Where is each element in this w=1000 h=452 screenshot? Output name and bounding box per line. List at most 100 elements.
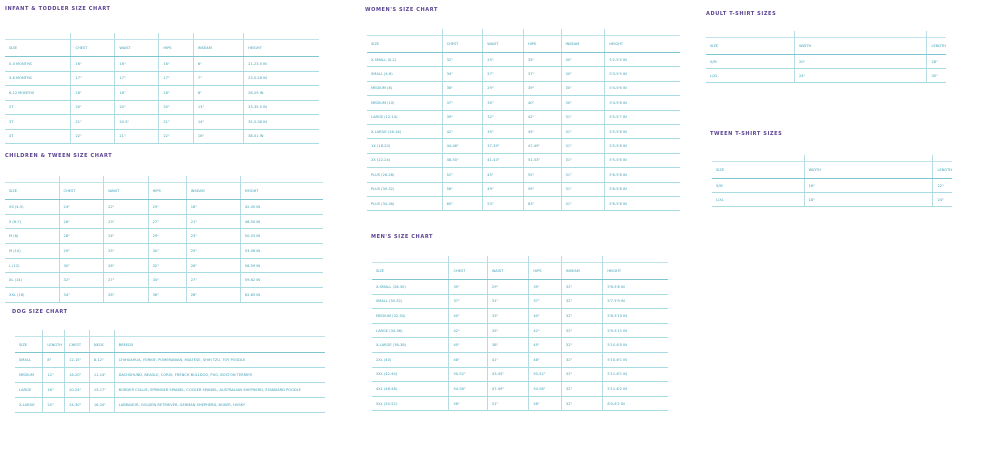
table-row: XXL (16) 34" 28" 36" 28" 62-65 IN — [5, 287, 323, 303]
size-cell: 4XL (46-48) — [372, 381, 449, 397]
measurement-cell: 11-14" — [88, 367, 115, 383]
measurement-cell: 26-29 IN — [243, 85, 319, 101]
table-row: LARGE (12-14) 39" 32" 42" 31" 5'5-5'7 IN — [367, 110, 680, 125]
size-cell: XL (14) — [5, 272, 60, 289]
children-size-table: SIZE CHEST WAIST HIPS INSEAM HEIGHT XS (4-5) 24… — [5, 176, 323, 303]
measurement-cell: 25" — [103, 243, 149, 259]
measurement-cell: 42" — [448, 323, 488, 339]
table-row: 3T 21" 20.5" 21" 14" 35.5-38 IN — [5, 114, 319, 130]
size-cell: PLUS (26-28) — [367, 167, 443, 183]
measurement-cell: 16" — [192, 129, 244, 144]
measurement-cell: 24" — [932, 192, 952, 207]
column-header: LENGTH — [932, 161, 952, 179]
size-cell: SMALL — [15, 352, 43, 368]
measurement-cell: 32" — [441, 52, 483, 68]
size-cell: LARGE (12-14) — [367, 110, 443, 125]
table-row: MEDIUM (10) 37" 30" 40" 30" 5'4-5'6 IN — [367, 95, 680, 111]
size-cell: 0-3 MONTHS — [5, 56, 71, 72]
table-row: LARGE 16" 20-24" 13-17" BORDER COLLIE, SPRIN… — [15, 382, 325, 398]
size-cell: MEDIUM (8) — [367, 81, 443, 97]
men-size-table: SIZE CHEST WAIST HIPS INSEAM HEIGHT X-SMALL (2… — [372, 256, 668, 412]
measurement-cell: 20-24" — [64, 382, 90, 398]
measurement-cell: 5'11-6'2 IN — [602, 381, 668, 397]
tween-tee-chart-title: TWEEN T-SHIRT SIZES — [710, 131, 783, 137]
table-row: PLUS (26-28) 52" 45" 55" 31" 5'6-5'8 IN — [367, 167, 680, 183]
table-row: SMALL 8" 12-15" 8-12" CHIHUAHUA, YORKIE, POM… — [15, 352, 325, 368]
measurement-cell: 31" — [560, 182, 605, 197]
measurement-cell: 31" — [560, 196, 605, 212]
measurement-cell: 50-52" — [528, 367, 562, 383]
measurement-cell: 32" — [560, 308, 603, 324]
measurement-cell: 42-45 IN — [239, 199, 323, 215]
measurement-cell: 31" — [560, 124, 605, 140]
measurement-cell: 14" — [192, 114, 244, 130]
column-header: INSEAM — [185, 182, 241, 200]
measurement-cell: 43-45" — [486, 367, 529, 383]
measurement-cell: 8-12" — [88, 352, 115, 368]
women-size-table: SIZE CHEST WAIST HIPS INSEAM HEIGHT X-SMALL (0… — [367, 29, 680, 212]
measurement-cell: 16" — [114, 56, 159, 72]
column-header: HEIGHT — [239, 182, 323, 200]
measurement-cell: 34" — [441, 66, 483, 82]
measurement-cell: 5'3-5'5 IN — [604, 66, 680, 82]
measurement-cell: 30" — [482, 95, 524, 111]
measurement-cell: 42" — [528, 323, 562, 339]
measurement-cell: 41" — [486, 352, 529, 368]
measurement-cell: 22" — [932, 178, 952, 193]
table-row: 3-6 MONTHS 17" 17" 17" 7" 23.5-26 IN — [5, 71, 319, 86]
column-header: WAIST — [486, 262, 529, 280]
measurement-cell: 30" — [560, 66, 605, 82]
measurement-cell: 20" — [793, 54, 927, 69]
size-cell: XXL (16) — [5, 287, 60, 303]
measurement-cell: 16-20" — [88, 397, 115, 413]
measurement-cell: 36" — [441, 81, 483, 97]
table-row: LARGE (34-36) 42" 35" 42" 32" 5'9-5'11 IN — [372, 323, 668, 339]
dog-chart-title: DOG SIZE CHART — [12, 309, 68, 315]
measurement-cell: 16" — [70, 56, 115, 72]
measurement-cell: 29" — [58, 243, 104, 259]
measurement-cell: 18" — [803, 192, 933, 207]
measurement-cell: LABRADOR, GOLDEN RETRIEVER, GERMAN SHEPH… — [113, 397, 325, 413]
table-row: 3XL (42-44) 50-52" 43-45" 50-52" 32" 5'11-6'1… — [372, 367, 668, 383]
size-cell: XS (4-5) — [5, 199, 60, 215]
measurement-cell: 37" — [522, 66, 562, 82]
measurement-cell: 29" — [482, 81, 524, 97]
infant-chart-title: INFANT & TODDLER SIZE CHART — [5, 6, 111, 12]
measurement-cell: 47-49" — [522, 138, 562, 154]
measurement-cell: 37" — [441, 95, 483, 111]
size-cell: 3-6 MONTHS — [5, 71, 71, 86]
table-row: L (12) 30" 26" 32" 26" 56-59 IN — [5, 258, 323, 274]
measurement-cell: 45" — [482, 167, 524, 183]
measurement-cell: 8" — [42, 352, 65, 368]
column-header: INSEAM — [560, 35, 605, 53]
measurement-cell: 32" — [560, 294, 603, 310]
measurement-cell: 30" — [926, 68, 946, 83]
size-cell: LARGE — [15, 382, 43, 398]
measurement-cell: 21" — [158, 114, 194, 130]
column-header: CHEST — [441, 35, 483, 53]
measurement-cell: 28" — [926, 54, 946, 69]
measurement-cell: 32" — [560, 396, 603, 412]
measurement-cell: 32" — [560, 352, 603, 368]
column-header: BREEDS — [113, 336, 325, 353]
column-header: SIZE — [15, 336, 43, 353]
measurement-cell: 47-49" — [486, 381, 529, 397]
measurement-cell: 7" — [192, 71, 244, 86]
measurement-cell: 32" — [58, 272, 104, 289]
measurement-cell: 48" — [448, 352, 488, 368]
table-row: X-SMALL (0-2) 32" 25" 35" 30" 5'2-5'4 IN — [367, 52, 680, 68]
measurement-cell: 16" — [158, 56, 194, 72]
measurement-cell: 51" — [486, 396, 529, 412]
column-header: CHEST — [58, 182, 104, 200]
measurement-cell: 35" — [448, 279, 488, 295]
measurement-cell: 21-23.5 IN — [243, 56, 319, 72]
measurement-cell: 35" — [528, 279, 562, 295]
table-row: 4XL (46-48) 54-56" 47-49" 54-56" 32" 5'11-6'2… — [372, 381, 668, 397]
column-header: LENGTH — [926, 37, 946, 55]
table-row: XS (4-5) 24" 22" 25" 18" 42-45 IN — [5, 199, 323, 215]
measurement-cell: 5'10-6'0 IN — [602, 337, 668, 353]
size-cell: 2XL (40) — [372, 352, 449, 368]
measurement-cell: 36" — [147, 287, 187, 303]
measurement-cell: 20" — [42, 397, 65, 413]
measurement-cell: CHIHUAHUA, YORKIE, POMERANIAN, MALTESE, … — [113, 352, 325, 368]
